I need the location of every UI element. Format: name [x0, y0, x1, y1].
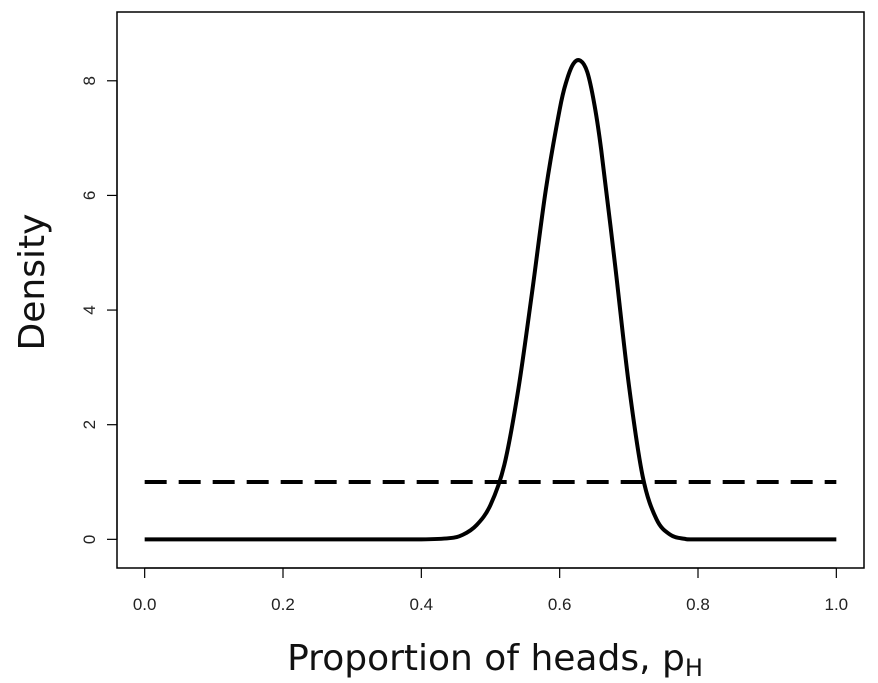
x-axis-title-main: Proportion of heads, p [287, 638, 685, 679]
x-axis-title-subscript: H [685, 654, 703, 682]
x-tick-label: 0.4 [410, 595, 434, 614]
x-tick-label: 0.2 [271, 595, 295, 614]
y-tick-label: 4 [80, 305, 99, 314]
series-layer [144, 58, 837, 542]
x-axis-title: Proportion of heads, pH [287, 638, 703, 682]
x-tick-label: 1.0 [825, 595, 849, 614]
x-tick-label: 0.0 [133, 595, 157, 614]
y-axis: 0 2 4 6 8 [80, 76, 118, 544]
y-tick-label: 6 [80, 191, 99, 200]
y-tick-label: 0 [80, 535, 99, 544]
y-tick-label: 8 [80, 76, 99, 85]
plot-frame [116, 11, 865, 569]
x-tick-label: 0.6 [548, 595, 572, 614]
y-axis-title: Density [12, 214, 53, 351]
x-axis: 0.0 0.2 0.4 0.6 0.8 1.0 [133, 567, 849, 614]
y-tick-label: 2 [80, 420, 99, 429]
x-tick-label: 0.8 [686, 595, 710, 614]
series-line-solid [144, 58, 837, 542]
